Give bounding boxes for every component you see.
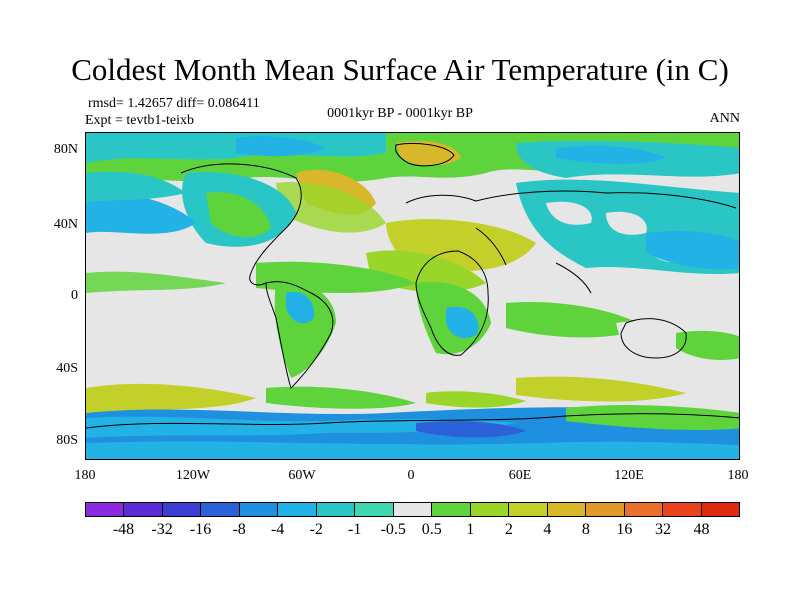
colorbar-swatch bbox=[355, 503, 394, 516]
south-pacific-green bbox=[676, 330, 739, 360]
southern-ocean-green-2 bbox=[426, 391, 526, 408]
colorbar-label: -48 bbox=[112, 521, 135, 538]
lat-label: 40S bbox=[56, 361, 78, 376]
australia-neutral bbox=[616, 321, 686, 355]
experiment-label: Expt = tevtb1-teixb bbox=[85, 113, 194, 128]
colorbar-label: 16 bbox=[616, 521, 633, 538]
north-pacific-teal bbox=[86, 171, 186, 203]
colorbar-swatch bbox=[586, 503, 625, 516]
colorbar-swatch bbox=[509, 503, 548, 516]
colorbar-label: -8 bbox=[232, 521, 246, 538]
lon-label: 0 bbox=[407, 468, 415, 483]
asia-neutral-2 bbox=[606, 211, 647, 235]
temperature-map bbox=[85, 132, 740, 460]
period-label: 0001kyr BP - 0001kyr BP bbox=[327, 106, 473, 121]
lat-label: 80S bbox=[56, 433, 78, 448]
colorbar-label: 4 bbox=[543, 521, 552, 538]
colorbar-swatch bbox=[239, 503, 279, 516]
southern-ocean-yellow-2 bbox=[516, 376, 686, 402]
siberia-blue bbox=[556, 146, 666, 164]
colorbar-label: -16 bbox=[189, 521, 212, 538]
east-pacific-green bbox=[86, 271, 226, 293]
southern-ocean-yellow bbox=[86, 383, 256, 413]
continent-outlines bbox=[86, 142, 739, 429]
lat-label: 40N bbox=[53, 217, 78, 232]
southern-ocean-green-1 bbox=[266, 386, 416, 409]
colorbar bbox=[85, 502, 740, 517]
africa-teal bbox=[446, 306, 479, 339]
north-atlantic-green bbox=[276, 182, 386, 233]
arctic-blue-patch bbox=[236, 136, 326, 157]
colorbar-label: -1 bbox=[348, 521, 362, 538]
lon-label: 60E bbox=[508, 468, 532, 483]
rmsd-diff-label: rmsd= 1.42657 diff= 0.086411 bbox=[88, 96, 260, 111]
colorbar-swatch bbox=[701, 503, 739, 516]
colorbar-swatch bbox=[624, 503, 664, 516]
lon-label: 120E bbox=[614, 468, 644, 483]
colorbar-label: 0.5 bbox=[421, 521, 442, 538]
colorbar-swatch bbox=[316, 503, 356, 516]
colorbar-label: -0.5 bbox=[380, 521, 406, 538]
lat-label: 0 bbox=[71, 288, 78, 303]
lon-label: 120W bbox=[175, 468, 211, 483]
colorbar-swatch bbox=[547, 503, 587, 516]
colorbar-label: -2 bbox=[309, 521, 323, 538]
colorbar-swatch bbox=[393, 503, 433, 516]
colorbar-label: 32 bbox=[654, 521, 671, 538]
colorbar-label: -32 bbox=[151, 521, 173, 538]
lat-label: 80N bbox=[53, 142, 78, 157]
antarctica-bottom bbox=[86, 441, 739, 459]
asia-neutral-1 bbox=[546, 201, 592, 225]
lon-label: 60W bbox=[288, 468, 316, 483]
antarctica-dark bbox=[416, 420, 526, 438]
colorbar-swatch bbox=[86, 503, 125, 516]
greenland-orange bbox=[396, 141, 461, 166]
north-america-green bbox=[206, 192, 271, 238]
season-label: ANN bbox=[709, 111, 740, 126]
indian-ocean-green bbox=[506, 302, 646, 338]
south-america-teal bbox=[286, 291, 315, 324]
colorbar-swatch bbox=[162, 503, 202, 516]
colorbar-label: 48 bbox=[693, 521, 710, 538]
colorbar-swatch bbox=[278, 503, 317, 516]
colorbar-swatch bbox=[432, 503, 471, 516]
map-title: Coldest Month Mean Surface Air Temperatu… bbox=[71, 52, 729, 87]
antarctica-green bbox=[566, 405, 739, 431]
colorbar-label: -4 bbox=[270, 521, 285, 538]
north-pacific-cyan bbox=[86, 192, 196, 234]
colorbar-swatch bbox=[124, 503, 163, 516]
lon-label: 180 bbox=[74, 468, 96, 483]
colorbar-swatch bbox=[663, 503, 702, 516]
lon-label: 180 bbox=[727, 468, 749, 483]
colorbar-label: 8 bbox=[581, 521, 590, 538]
colorbar-label: 2 bbox=[504, 521, 513, 538]
antarctica-teal bbox=[86, 416, 516, 438]
colorbar-swatch bbox=[470, 503, 510, 516]
west-pacific-cyan bbox=[646, 231, 739, 270]
colorbar-label: 1 bbox=[466, 521, 475, 538]
colorbar-swatch bbox=[201, 503, 240, 516]
